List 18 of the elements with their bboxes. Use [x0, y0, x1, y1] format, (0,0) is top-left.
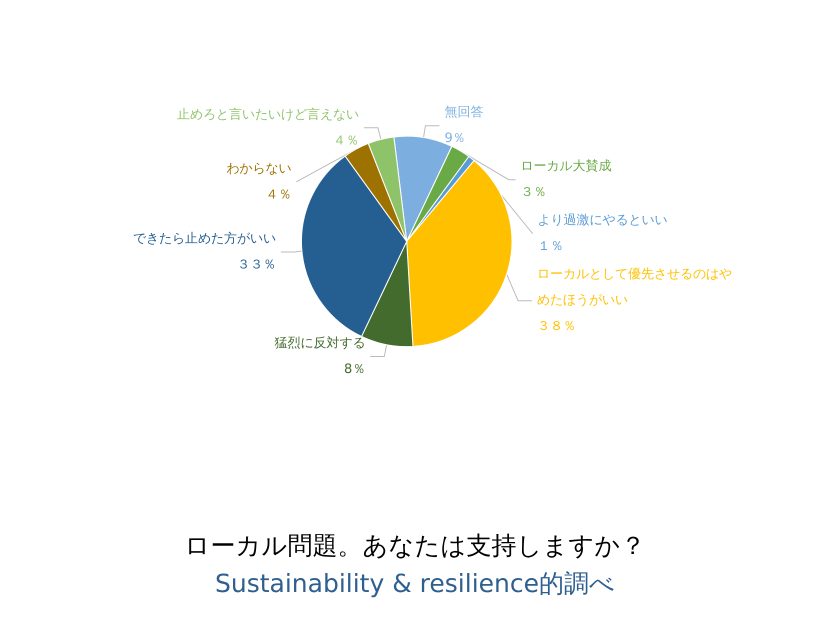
slice-label: ローカルとして優先させるのはやめたほうがいい: [537, 267, 732, 308]
data-label: ３３％: [236, 258, 276, 273]
slice-label: 猛烈に反対する: [274, 334, 366, 351]
slice-label: 止めろと言いたいけど言えない: [176, 106, 359, 122]
text: Sustainability & resilience的調べ: [215, 569, 615, 598]
data-label: 9％: [444, 131, 466, 146]
data-label: ４％: [332, 133, 359, 148]
data-label: ３％: [520, 185, 547, 200]
slice-label: できたら止めた方がいい: [132, 230, 276, 247]
slice-label: わからない: [226, 161, 292, 176]
data-label: １％: [538, 239, 564, 254]
data-label: 8％: [344, 362, 366, 377]
slice-label: ローカル大賛成: [520, 159, 612, 174]
data-label: ３８％: [537, 319, 576, 334]
slice-label: 無回答: [444, 105, 484, 120]
slice-label: より過激にやるといい: [538, 213, 668, 228]
data-label: ４％: [265, 187, 292, 202]
text: ローカル問題。あなたは支持しますか？: [184, 531, 646, 560]
